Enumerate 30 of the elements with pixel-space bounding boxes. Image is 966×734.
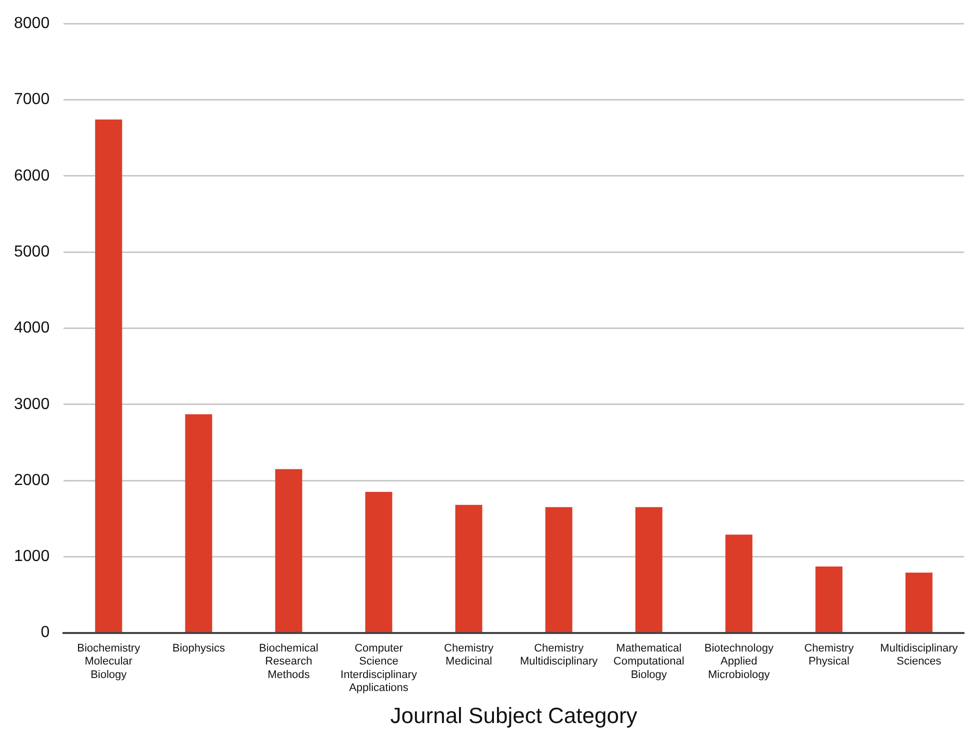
x-tick-label: Biochemistry Molecular Biology [77,642,141,681]
bar [545,507,572,632]
x-tick-label: Biochemical Research Methods [259,642,318,681]
bar [815,566,842,632]
x-tick-label: Multidisciplinary Sciences [880,642,958,668]
x-tick-label: Biotechnology Applied Microbiology [704,642,774,681]
x-tick-label: Biophysics [172,642,226,654]
y-tick-label: 3000 [14,396,50,413]
y-tick-label: 8000 [14,15,50,32]
y-tick-label: 6000 [14,167,50,184]
x-tick-label: Chemistry Multidisciplinary [520,642,598,668]
x-tick-label: Chemistry Medicinal [444,642,494,668]
x-axis-title: Journal Subject Category [390,702,638,728]
y-tick-label: 2000 [14,472,50,489]
bar [95,120,122,632]
y-tick-label: 7000 [14,91,50,108]
y-tick-label: 5000 [14,243,50,260]
bar [275,469,302,632]
bar [635,507,662,632]
bar [905,572,932,632]
y-tick-label: 4000 [14,320,50,337]
x-tick-label: Computer Science Interdisciplinary Applications [340,642,418,694]
y-tick-label: 1000 [14,548,50,566]
bar [365,492,392,632]
bar [725,534,752,632]
y-tick-label: 0 [40,624,50,642]
x-tick-label: Mathematical Computational Biology [613,642,684,681]
x-tick-label: Chemistry Physical [804,642,854,668]
bar [455,504,482,632]
bar [185,414,212,632]
